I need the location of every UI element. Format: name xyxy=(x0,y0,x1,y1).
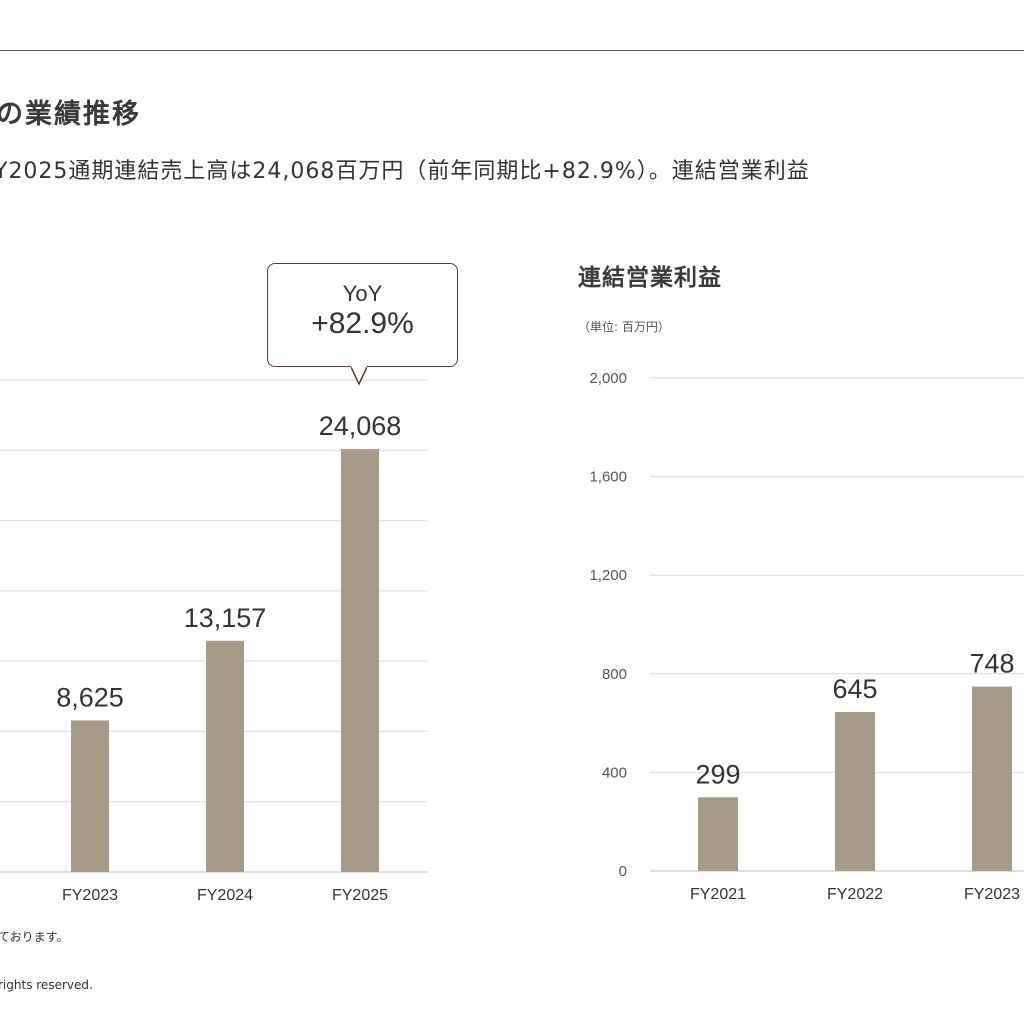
revenue-data-label: 8,625 xyxy=(56,682,124,712)
operating-profit-y-tick: 1,200 xyxy=(589,567,627,584)
operating-profit-category-label: FY2023 xyxy=(964,886,1020,903)
revenue-category-label: FY2023 xyxy=(62,887,118,904)
operating-profit-bar xyxy=(835,712,875,871)
lead-text: Y2025通期連結売上高は24,068百万円（前年同期比+82.9%）。連結営業… xyxy=(0,159,810,184)
footnote: ております。 xyxy=(0,930,69,944)
yoy-callout-value: +82.9% xyxy=(311,307,414,340)
copyright: rights reserved. xyxy=(0,978,93,992)
yoy-callout-label: YoY xyxy=(342,281,383,306)
operating-profit-y-tick: 0 xyxy=(619,863,627,880)
revenue-bar xyxy=(71,720,109,872)
operating-profit-data-label: 299 xyxy=(695,759,740,789)
revenue-category-label: FY2025 xyxy=(332,887,388,904)
operating-profit-y-tick: 2,000 xyxy=(589,370,627,387)
yoy-callout: YoY +82.9% xyxy=(267,263,458,367)
operating-profit-category-label: FY2022 xyxy=(827,886,883,903)
operating-profit-category-label: FY2021 xyxy=(690,886,746,903)
revenue-data-label: 13,157 xyxy=(184,603,267,633)
operating-profit-chart-title: 連結営業利益 xyxy=(578,265,722,291)
operating-profit-data-label: 645 xyxy=(832,674,877,704)
operating-profit-bar xyxy=(972,686,1012,871)
yoy-callout-pointer xyxy=(351,366,367,386)
revenue-data-label: 24,068 xyxy=(319,411,402,441)
operating-profit-bar xyxy=(698,797,738,871)
operating-profit-y-tick: 1,600 xyxy=(589,469,627,486)
operating-profit-y-tick: 800 xyxy=(602,666,627,683)
revenue-bar xyxy=(341,449,379,872)
top-divider xyxy=(0,50,1024,51)
unit-label: （単位: 百万円） xyxy=(578,320,670,334)
operating-profit-y-tick: 400 xyxy=(602,764,627,781)
operating-profit-data-label: 748 xyxy=(969,649,1014,679)
revenue-bar xyxy=(206,640,244,872)
revenue-category-label: FY2024 xyxy=(197,887,253,904)
section-title: の業績推移 xyxy=(0,99,141,130)
